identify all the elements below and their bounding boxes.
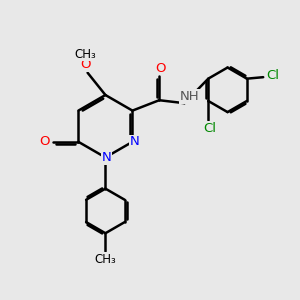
Text: CH₃: CH₃ — [75, 48, 96, 61]
Text: Cl: Cl — [266, 69, 279, 82]
Text: NH: NH — [180, 90, 200, 103]
Text: N: N — [102, 151, 112, 164]
Text: CH₃: CH₃ — [94, 253, 116, 266]
Text: Cl: Cl — [203, 122, 216, 135]
Text: N: N — [130, 135, 140, 148]
Text: O: O — [155, 61, 166, 75]
Text: O: O — [80, 58, 91, 71]
Text: O: O — [40, 135, 50, 148]
